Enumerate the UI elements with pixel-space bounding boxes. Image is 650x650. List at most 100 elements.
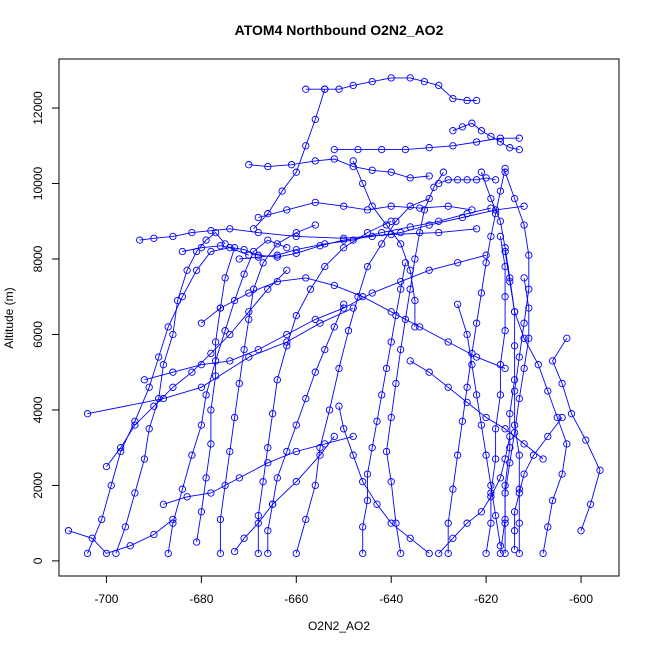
data-point [264,444,272,452]
series-line [504,172,530,554]
data-point [468,119,476,127]
data-point [311,315,319,324]
data-point [368,166,376,174]
data-point [510,527,519,535]
data-point [273,251,281,259]
data-point [254,213,262,222]
data-point [558,470,566,478]
data-point [330,323,338,331]
data-point [491,210,500,218]
data-point [387,519,395,527]
y-tick-label: 10000 [31,167,45,201]
data-point [207,440,215,448]
data-point [453,259,462,267]
data-point [140,455,149,463]
data-point [254,549,262,558]
data-point [510,194,519,203]
data-point [387,478,395,486]
data-point [506,432,514,441]
data-point [197,319,206,327]
data-point [359,549,367,558]
data-point [368,202,376,210]
data-point [420,77,429,86]
data-point [501,244,509,252]
data-point [273,376,281,384]
data-point [458,123,467,131]
data-point [159,361,168,369]
data-point [449,94,457,103]
data-point [283,266,291,274]
series-line [257,220,392,554]
data-point [491,455,500,463]
series-line [386,171,444,554]
data-point [453,451,462,459]
data-point [221,327,229,335]
data-point [363,206,372,214]
data-point [178,247,187,256]
data-point [477,289,486,297]
data-point [487,194,495,203]
data-point [169,330,177,339]
data-point [534,361,542,369]
data-point [230,296,239,305]
data-point [444,176,452,184]
data-point [397,228,405,237]
data-point [378,240,386,248]
data-point [501,425,509,433]
data-point [401,259,410,267]
data-point [349,157,357,165]
data-point [548,357,557,365]
data-point [273,277,281,286]
data-point [501,293,509,301]
data-point [311,157,319,165]
data-point [463,383,471,391]
data-point [230,413,239,422]
data-point [515,134,523,142]
data-point [340,304,348,312]
data-point [444,549,452,558]
data-point [463,330,471,339]
data-point [444,383,452,391]
data-point [292,421,300,429]
data-point [501,481,509,490]
data-point [335,402,343,410]
data-point [387,168,395,176]
data-point [240,270,248,278]
data-point [192,538,201,546]
data-point [501,549,509,558]
data-point [520,364,528,373]
data-point [520,440,528,448]
data-point [529,451,538,459]
data-point [482,259,490,267]
data-point [449,127,457,135]
data-point [150,402,158,410]
data-point [344,327,353,335]
series-line [167,239,287,554]
data-point [482,174,490,182]
data-point [264,527,272,535]
data-point [477,168,486,176]
data-point [226,244,234,252]
data-point [150,530,158,539]
series-line [305,77,477,101]
data-point [368,77,376,86]
data-point [525,251,533,259]
data-point [259,259,267,267]
data-point [202,391,210,399]
data-point [539,549,547,558]
data-point [268,500,277,508]
data-point [515,394,523,403]
data-point [340,234,348,242]
series-line [438,177,496,184]
data-point [207,227,215,235]
data-point [406,285,414,293]
data-point [558,413,566,422]
data-point [401,315,410,324]
series-line [87,247,249,554]
x-tick-label: -640 [379,592,403,606]
data-point [211,372,220,380]
series-line [504,251,568,554]
data-point [577,527,585,535]
data-point [88,534,96,542]
data-point [378,391,386,399]
